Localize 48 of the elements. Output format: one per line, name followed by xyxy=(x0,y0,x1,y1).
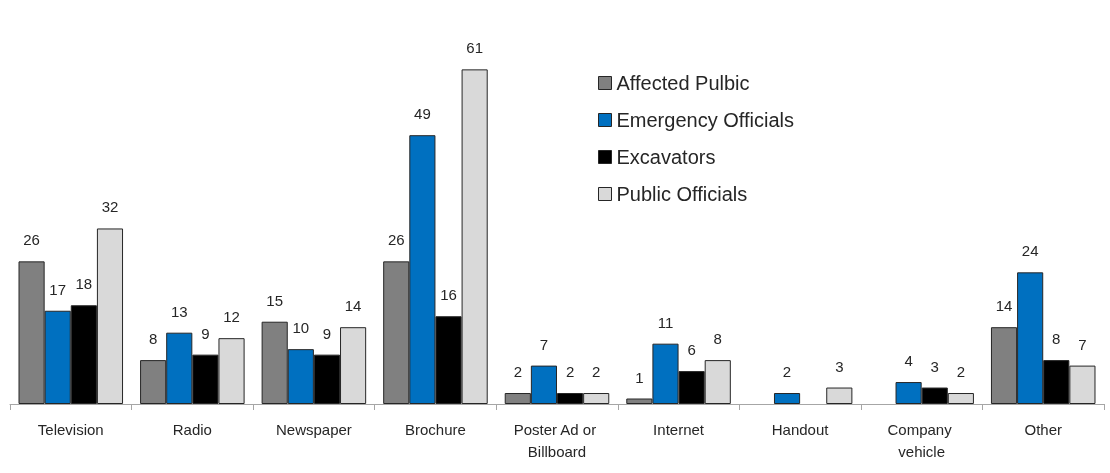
data-label: 8 xyxy=(713,330,722,348)
legend-label: Excavators xyxy=(616,146,716,168)
data-label: 11 xyxy=(657,313,674,331)
data-label: 6 xyxy=(687,341,696,359)
x-tick-label: Handout xyxy=(771,420,830,438)
x-tick-label: Internet xyxy=(653,420,705,438)
data-label: 32 xyxy=(101,198,119,216)
legend-label: Emergency Officials xyxy=(616,109,794,131)
x-tick-label: Television xyxy=(37,420,104,438)
x-tick-label: Company vehicle xyxy=(887,420,956,460)
x-tick-label: Radio xyxy=(172,420,212,438)
data-label: 14 xyxy=(995,297,1013,315)
data-label: 26 xyxy=(23,231,40,249)
data-label: 8 xyxy=(148,330,158,348)
data-label: 2 xyxy=(956,363,966,381)
data-label: 8 xyxy=(1052,330,1061,348)
x-tick-label: Brochure xyxy=(405,420,466,438)
bar xyxy=(773,393,801,404)
x-tick-label: Poster Ad or Billboard xyxy=(513,420,601,460)
data-label: 7 xyxy=(539,335,549,353)
data-label: 26 xyxy=(387,231,405,249)
data-label: 2 xyxy=(565,363,575,381)
data-label: 2 xyxy=(592,363,601,381)
data-label: 7 xyxy=(1078,335,1087,353)
data-label: 3 xyxy=(835,357,844,375)
legend-label: Public Officials xyxy=(616,183,748,205)
data-label: 24 xyxy=(1021,242,1039,260)
data-label: 16 xyxy=(440,286,457,304)
data-label: 3 xyxy=(930,357,939,375)
data-label: 49 xyxy=(414,105,431,123)
data-label: 13 xyxy=(170,302,188,320)
data-label: 61 xyxy=(466,39,483,57)
legend-label: Affected Pulbic xyxy=(616,72,750,94)
data-label: 10 xyxy=(292,319,310,337)
data-label: 2 xyxy=(782,363,792,381)
data-label: 14 xyxy=(344,297,362,315)
data-label: 9 xyxy=(201,324,210,342)
bar xyxy=(826,387,853,404)
data-label: 1 xyxy=(635,368,644,386)
x-tick-label: Newspaper xyxy=(275,420,352,438)
data-label: 18 xyxy=(75,275,93,293)
data-label: 15 xyxy=(266,291,284,309)
data-label: 17 xyxy=(49,280,67,298)
x-tick-label: Other xyxy=(1024,420,1062,438)
data-label: 2 xyxy=(513,363,522,381)
data-label: 9 xyxy=(322,324,332,342)
data-label: 12 xyxy=(223,308,240,326)
data-label: 4 xyxy=(904,352,913,370)
